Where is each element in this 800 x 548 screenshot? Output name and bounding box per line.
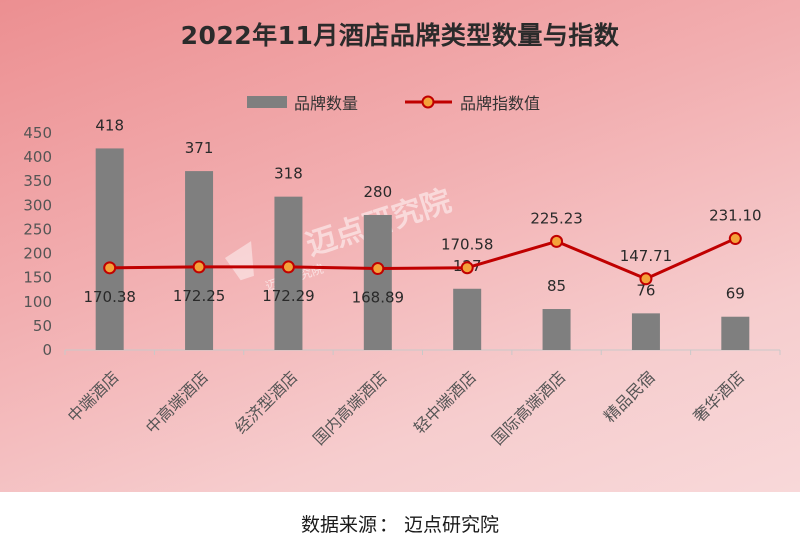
bar-value-label: 371	[185, 139, 214, 157]
index-marker	[281, 260, 295, 274]
index-value-label: 168.89	[352, 289, 405, 307]
category-label: 中端酒店	[64, 367, 123, 426]
index-value-label: 172.29	[262, 287, 315, 305]
legend-line-marker	[421, 95, 435, 109]
bar	[453, 288, 482, 350]
source-label: 数据来源	[300, 514, 377, 536]
y-tick-label: 100	[23, 293, 52, 311]
bar-value-label: 76	[636, 281, 655, 299]
chart-svg: 迈点研究院 迈点研究院 050100150200250300350400450 …	[23, 94, 781, 449]
bar	[631, 313, 660, 350]
source-separator: ：	[378, 514, 398, 536]
source-line: 数据来源： 迈点研究院	[0, 510, 800, 537]
index-marker	[728, 232, 742, 246]
category-labels: 中端酒店 中高端酒店 经济型酒店 国内高端酒店 轻中端酒店 国际高端酒店 精品民宿 奢华酒店	[64, 367, 748, 448]
y-tick-label: 250	[23, 220, 52, 238]
bar	[95, 148, 124, 350]
category-label: 轻中端酒店	[410, 367, 480, 437]
y-tick-label: 350	[23, 172, 52, 190]
legend-bar-swatch	[247, 96, 287, 108]
bar	[721, 316, 750, 350]
index-value-label: 225.23	[530, 209, 583, 227]
category-label: 精品民宿	[600, 367, 659, 426]
bar-value-label: 318	[274, 165, 303, 183]
y-tick-label: 0	[42, 341, 52, 359]
index-marker	[103, 261, 117, 275]
bar-value-label: 69	[726, 285, 745, 303]
index-marker	[639, 272, 653, 286]
index-marker	[371, 262, 385, 276]
bars	[95, 148, 750, 350]
legend-bar-label: 品牌数量	[294, 94, 358, 113]
y-tick-label: 200	[23, 245, 52, 263]
y-tick-label: 50	[33, 317, 52, 335]
legend-line-label: 品牌指数值	[460, 94, 540, 113]
index-value-label: 231.10	[709, 207, 762, 225]
index-labels: 170.38 172.25 172.29 168.89 170.58 225.23 147.…	[83, 207, 761, 307]
category-label: 国内高端酒店	[309, 367, 390, 448]
category-label: 中高端酒店	[142, 367, 212, 437]
index-value-label: 170.58	[441, 236, 494, 254]
category-label: 国际高端酒店	[488, 367, 569, 448]
watermark-logo-icon	[225, 241, 254, 281]
bar-value-label: 418	[95, 116, 124, 134]
index-value-label: 170.38	[83, 288, 136, 306]
index-value-label: 147.71	[620, 247, 673, 265]
y-tick-label: 300	[23, 196, 52, 214]
index-value-label: 172.25	[173, 287, 226, 305]
bar-value-label: 85	[547, 277, 566, 295]
legend: 品牌数量 品牌指数值	[247, 94, 540, 113]
bar	[363, 214, 392, 350]
index-line	[103, 232, 742, 286]
chart-title: 2022年11月酒店品牌类型数量与指数	[180, 21, 620, 50]
index-marker	[192, 260, 206, 274]
watermark: 迈点研究院 迈点研究院	[225, 183, 456, 293]
source-name: 迈点研究院	[404, 514, 500, 536]
chart-panel: 迈点研究院 迈点研究院 050100150200250300350400450 …	[0, 0, 800, 492]
index-marker	[460, 261, 474, 275]
index-marker	[550, 234, 564, 248]
category-label: 经济型酒店	[231, 367, 301, 437]
index-line-path	[109, 237, 736, 281]
category-label: 奢华酒店	[689, 367, 748, 426]
y-tick-label: 450	[23, 124, 52, 142]
bar-value-label: 280	[363, 183, 392, 201]
axes: 0 50 100 150 200 250 300 350 400 450	[23, 124, 781, 359]
y-tick-label: 400	[23, 148, 52, 166]
y-tick-label: 150	[23, 269, 52, 287]
bar	[542, 309, 571, 350]
